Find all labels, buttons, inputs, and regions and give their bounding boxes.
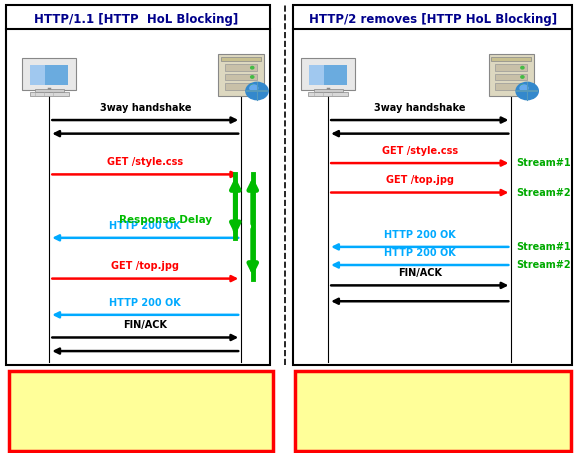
Text: GET /top.jpg: GET /top.jpg — [386, 175, 454, 185]
FancyBboxPatch shape — [293, 5, 572, 365]
Circle shape — [250, 85, 254, 87]
Text: GET /top.jpg: GET /top.jpg — [111, 261, 180, 271]
FancyBboxPatch shape — [30, 65, 45, 85]
FancyBboxPatch shape — [225, 83, 257, 90]
FancyBboxPatch shape — [23, 58, 76, 90]
Circle shape — [521, 67, 524, 69]
Circle shape — [246, 82, 268, 100]
Text: HTTP 200 OK: HTTP 200 OK — [109, 298, 181, 308]
Text: 3way handshake: 3way handshake — [99, 103, 191, 113]
Circle shape — [521, 85, 524, 87]
Text: Stream#2: Stream#2 — [516, 260, 571, 270]
FancyBboxPatch shape — [489, 54, 534, 96]
FancyBboxPatch shape — [30, 65, 69, 85]
Circle shape — [250, 85, 258, 91]
Circle shape — [521, 76, 524, 78]
Text: HTTP 200 OK: HTTP 200 OK — [109, 221, 181, 231]
FancyBboxPatch shape — [309, 92, 348, 96]
Text: FIN/ACK: FIN/ACK — [398, 268, 442, 278]
Text: Response Delay: Response Delay — [119, 215, 212, 225]
Circle shape — [250, 67, 254, 69]
Text: Stream#1: Stream#1 — [516, 242, 571, 252]
FancyBboxPatch shape — [314, 89, 343, 92]
Circle shape — [516, 82, 539, 100]
FancyBboxPatch shape — [295, 371, 571, 451]
FancyBboxPatch shape — [225, 74, 257, 80]
FancyBboxPatch shape — [218, 54, 264, 96]
Text: - In case of HTTP/2
Since Requests are sent in parallel,
the Response delay does: - In case of HTTP/2 Since Requests are s… — [305, 377, 474, 424]
FancyBboxPatch shape — [221, 57, 261, 61]
Text: GET /style.css: GET /style.css — [382, 146, 458, 156]
FancyBboxPatch shape — [6, 5, 270, 365]
FancyBboxPatch shape — [496, 83, 527, 90]
Text: 3way handshake: 3way handshake — [374, 103, 465, 113]
FancyBboxPatch shape — [496, 64, 527, 71]
FancyBboxPatch shape — [9, 371, 273, 451]
Text: HTTP/2 removes [HTTP HoL Blocking]: HTTP/2 removes [HTTP HoL Blocking] — [309, 13, 557, 25]
FancyBboxPatch shape — [246, 90, 268, 92]
FancyBboxPatch shape — [30, 92, 69, 96]
FancyBboxPatch shape — [492, 57, 531, 61]
Circle shape — [250, 76, 254, 78]
Text: HTTP 200 OK: HTTP 200 OK — [384, 248, 456, 258]
FancyBboxPatch shape — [35, 89, 64, 92]
Text: - In case of HTTP/1.1
As the Response is delayed,
the next Request will be
delay: - In case of HTTP/1.1 As the Response is… — [23, 377, 157, 424]
FancyBboxPatch shape — [302, 58, 355, 90]
FancyBboxPatch shape — [516, 90, 539, 92]
Text: FIN/ACK: FIN/ACK — [123, 320, 167, 330]
FancyBboxPatch shape — [309, 65, 324, 85]
Text: HTTP/1.1 [HTTP  HoL Blocking]: HTTP/1.1 [HTTP HoL Blocking] — [34, 13, 239, 25]
Circle shape — [520, 85, 528, 91]
Text: Stream#2: Stream#2 — [516, 188, 571, 198]
Text: GET /style.css: GET /style.css — [107, 157, 184, 167]
FancyBboxPatch shape — [225, 64, 257, 71]
Text: Stream#1: Stream#1 — [516, 158, 571, 168]
FancyBboxPatch shape — [496, 74, 527, 80]
Text: HTTP 200 OK: HTTP 200 OK — [384, 230, 456, 240]
FancyBboxPatch shape — [309, 65, 347, 85]
